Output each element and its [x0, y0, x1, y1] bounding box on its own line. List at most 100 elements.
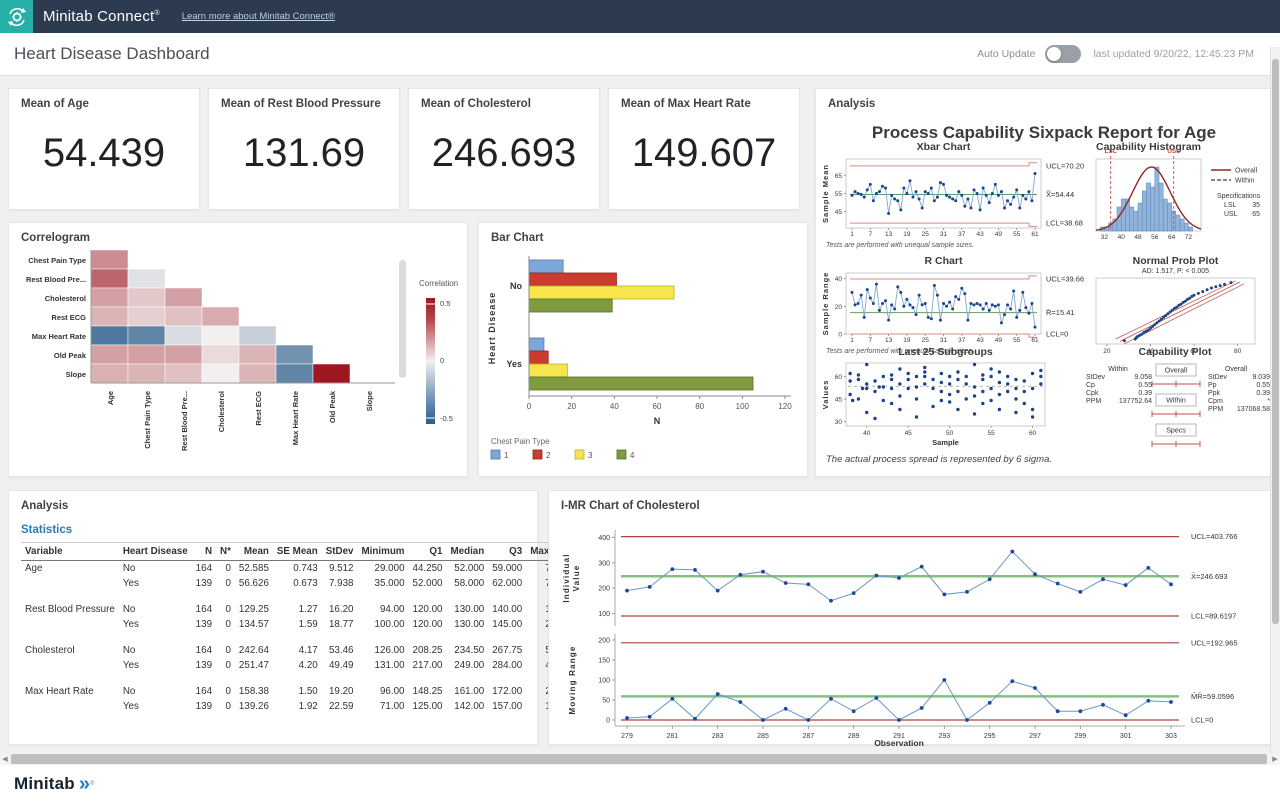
kpi-card-mean-rest-bp: Mean of Rest Blood Pressure 131.69	[208, 88, 400, 210]
panel-title: Analysis	[816, 89, 1271, 112]
svg-text:X̄=246.693: X̄=246.693	[1191, 572, 1228, 581]
stats-col-header: Heart Disease	[119, 543, 192, 561]
learn-more-link[interactable]: Learn more about Minitab Connect®	[182, 11, 335, 22]
table-row: CholesterolNo1640242.644.1753.46126.0020…	[21, 632, 579, 658]
svg-text:40: 40	[835, 276, 843, 283]
svg-text:Value: Value	[572, 565, 581, 592]
svg-text:293: 293	[938, 733, 950, 740]
svg-text:Within: Within	[1108, 366, 1128, 373]
panel-title: Correlogram	[9, 223, 467, 246]
stats-col-header: Mean	[235, 543, 273, 561]
svg-text:R Chart: R Chart	[925, 255, 963, 267]
svg-text:0.5: 0.5	[440, 299, 450, 308]
svg-text:31: 31	[940, 337, 948, 344]
minitab-connect-logo-icon[interactable]	[0, 0, 33, 33]
svg-text:80: 80	[1234, 348, 1242, 355]
svg-text:0: 0	[440, 356, 444, 365]
table-row: Rest Blood PressureNo1640129.251.2716.20…	[21, 591, 579, 617]
svg-text:37: 37	[958, 337, 966, 344]
topbar: Minitab Connect® Learn more about Minita…	[0, 0, 1280, 33]
svg-text:4: 4	[630, 451, 635, 460]
imr-chart-panel: I-MR Chart of Cholesterol 100200300400UC…	[548, 490, 1272, 745]
svg-text:Specifications: Specifications	[1217, 193, 1261, 200]
svg-text:Within: Within	[1166, 398, 1186, 405]
svg-text:48: 48	[1134, 234, 1142, 241]
scroll-left-arrow-icon[interactable]: ◀	[0, 753, 10, 765]
svg-text:Rest Blood Pre...: Rest Blood Pre...	[26, 275, 86, 284]
svg-text:UCL=39.66: UCL=39.66	[1046, 275, 1084, 284]
svg-text:Chest Pain Type: Chest Pain Type	[491, 437, 550, 446]
svg-text:Correlation: Correlation	[419, 279, 458, 288]
svg-text:7: 7	[868, 337, 872, 344]
svg-text:400: 400	[598, 535, 610, 542]
imr-chart: 100200300400UCL=403.766X̄=246.693LCL=89.…	[549, 514, 1271, 751]
svg-text:Chest Pain Type: Chest Pain Type	[28, 256, 86, 265]
svg-text:R̄=15.41: R̄=15.41	[1046, 308, 1075, 317]
svg-text:Xbar Chart: Xbar Chart	[917, 141, 971, 153]
horizontal-scrollbar[interactable]: ◀ ▶	[0, 753, 1280, 765]
svg-text:No: No	[510, 281, 522, 291]
svg-text:299: 299	[1074, 733, 1086, 740]
svg-text:283: 283	[712, 733, 724, 740]
svg-text:1: 1	[504, 451, 509, 460]
svg-text:200: 200	[598, 638, 610, 645]
statistics-table: VariableHeart DiseaseNN*MeanSE MeanStDev…	[9, 542, 537, 714]
sixpack-svg: Process Capability Sixpack Report for Ag…	[818, 112, 1273, 468]
svg-text:20: 20	[835, 304, 843, 311]
svg-text:1: 1	[850, 231, 854, 238]
page-title: Heart Disease Dashboard	[14, 44, 977, 64]
table-row: Yes1390139.261.9222.5971.00125.00142.001…	[21, 699, 579, 714]
svg-text:Within: Within	[1235, 178, 1255, 185]
imr-svg: 100200300400UCL=403.766X̄=246.693LCL=89.…	[551, 514, 1267, 746]
vertical-scrollbar-thumb[interactable]	[1272, 59, 1279, 624]
svg-text:45: 45	[905, 430, 913, 437]
stats-col-header: StDev	[322, 543, 358, 561]
svg-text:9.058: 9.058	[1134, 374, 1152, 381]
page-header: Heart Disease Dashboard Auto Update last…	[0, 33, 1280, 76]
bar-chart-svg: NoYes020406080100120NHeart DiseaseChest …	[481, 246, 803, 472]
svg-text:37: 37	[958, 231, 966, 238]
stats-col-header: SE Mean	[273, 543, 322, 561]
svg-text:Tests are performed with unequ: Tests are performed with unequal sample …	[826, 242, 974, 249]
svg-text:Rest ECG: Rest ECG	[254, 391, 263, 426]
toggle-knob	[1047, 47, 1061, 61]
svg-text:61: 61	[1031, 231, 1039, 238]
svg-text:287: 287	[802, 733, 814, 740]
svg-text:StDev: StDev	[1086, 374, 1106, 381]
table-row: AgeNo164052.5850.7439.51229.00044.25052.…	[21, 561, 579, 577]
svg-text:Last 25 Subgroups: Last 25 Subgroups	[898, 346, 993, 358]
svg-text:297: 297	[1029, 733, 1041, 740]
svg-text:Capability Plot: Capability Plot	[1139, 346, 1212, 358]
correlogram-scrollbar-thumb	[399, 260, 406, 378]
vertical-scrollbar[interactable]	[1270, 47, 1280, 755]
svg-text:-0.5: -0.5	[440, 414, 453, 423]
svg-text:Sample Mean: Sample Mean	[821, 164, 830, 223]
kpi-label: Mean of Cholesterol	[409, 89, 599, 112]
svg-text:UCL=192.965: UCL=192.965	[1191, 638, 1238, 647]
svg-text:LCL=0: LCL=0	[1191, 716, 1213, 725]
svg-text:43: 43	[976, 231, 984, 238]
svg-text:3: 3	[588, 451, 593, 460]
svg-text:19: 19	[903, 231, 911, 238]
svg-text:USL: USL	[1224, 211, 1238, 218]
horizontal-scrollbar-thumb[interactable]	[11, 754, 1267, 764]
scroll-right-arrow-icon[interactable]: ▶	[1270, 753, 1280, 765]
panel-title: I-MR Chart of Cholesterol	[549, 491, 1271, 514]
svg-text:279: 279	[621, 733, 633, 740]
auto-update-toggle[interactable]	[1045, 45, 1081, 63]
statistics-heading: Statistics	[9, 514, 537, 540]
svg-text:Sample: Sample	[932, 438, 959, 447]
footer-reg-mark: ®	[90, 781, 94, 787]
svg-text:Cp: Cp	[1086, 382, 1095, 389]
svg-text:55: 55	[835, 191, 843, 198]
page-footer: Minitab » ®	[0, 765, 1280, 802]
svg-text:301: 301	[1120, 733, 1132, 740]
correlogram-chart: Chest Pain TypeRest Blood Pre...Choleste…	[9, 246, 467, 477]
stats-col-header: N	[192, 543, 216, 561]
svg-text:120: 120	[778, 402, 792, 411]
svg-text:55: 55	[987, 430, 995, 437]
sixpack-chart: Process Capability Sixpack Report for Ag…	[816, 112, 1271, 473]
table-row: Yes139056.6260.6737.93835.00052.00058.00…	[21, 576, 579, 591]
svg-text:Observation: Observation	[874, 738, 924, 746]
svg-text:150: 150	[598, 658, 610, 665]
